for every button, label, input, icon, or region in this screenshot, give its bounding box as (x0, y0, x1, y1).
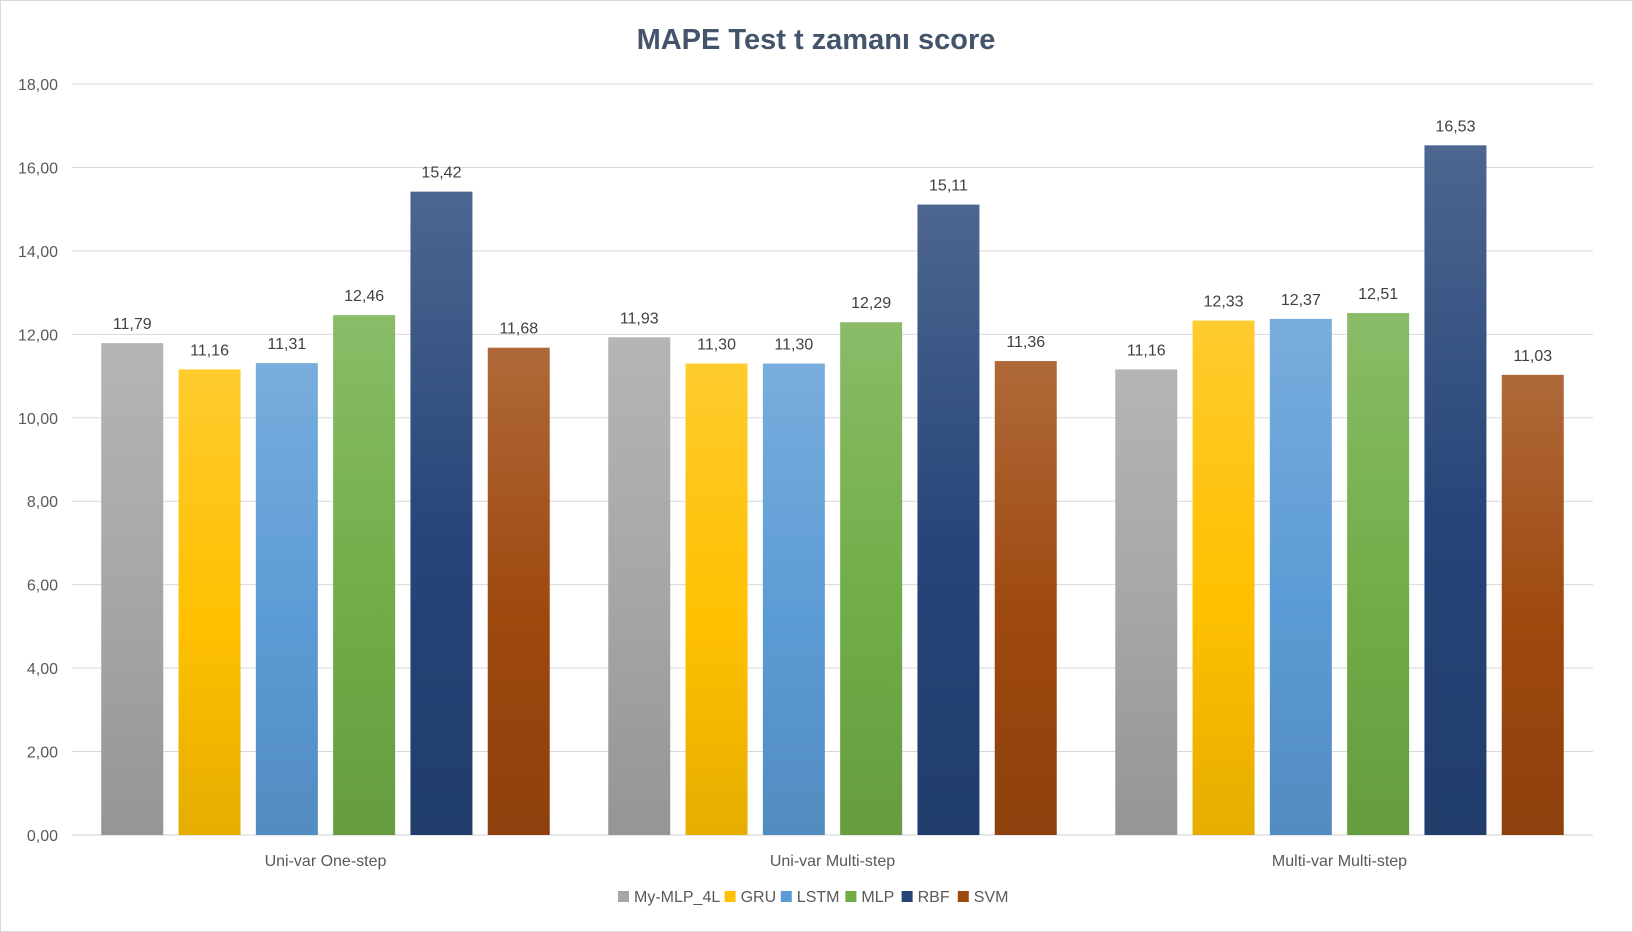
legend-label: My-MLP_4L (634, 889, 720, 906)
x-axis-categories: Uni-var One-step Uni-var Multi-step Multi-… (265, 853, 1408, 870)
bar-my-mlp-4l (608, 337, 671, 835)
data-label: 11,03 (1513, 348, 1552, 365)
data-label: 12,29 (851, 295, 891, 312)
y-tick-label: 6,00 (27, 578, 58, 595)
data-label: 12,33 (1204, 294, 1244, 311)
y-tick-label: 14,00 (18, 244, 58, 261)
bar-lstm (762, 363, 825, 835)
legend-swatch (724, 891, 736, 902)
x-category-label: Multi-var Multi-step (1272, 853, 1407, 870)
bar-svm (994, 361, 1057, 835)
bar-my-mlp-4l (1115, 369, 1178, 835)
data-label: 11,16 (190, 342, 229, 359)
y-tick-label: 18,00 (18, 77, 58, 94)
y-tick-label: 8,00 (27, 494, 58, 511)
y-tick-label: 4,00 (27, 661, 58, 678)
y-tick-label: 10,00 (18, 411, 58, 428)
bar-rbf (917, 204, 980, 836)
bar-mlp (333, 315, 396, 835)
bar-svm (1501, 374, 1564, 835)
data-label: 12,46 (344, 288, 384, 305)
data-label: 11,16 (1127, 342, 1166, 359)
bar-rbf (1424, 145, 1487, 835)
y-tick-label: 16,00 (18, 160, 58, 177)
legend-swatch (780, 891, 792, 902)
y-tick-label: 0,00 (27, 828, 58, 845)
bar-gru (685, 363, 748, 835)
data-label: 16,53 (1435, 118, 1475, 135)
data-label: 11,93 (620, 310, 659, 327)
data-label: 12,37 (1281, 292, 1321, 309)
y-axis-ticks: 0,00 2,00 4,00 6,00 8,00 10,00 12,00 14,00 16,00… (18, 77, 58, 845)
chart-title: MAPE Test t zamanı score (637, 24, 996, 56)
bars (101, 145, 1564, 836)
data-label: 11,36 (1006, 334, 1045, 351)
bar-lstm (1269, 318, 1332, 835)
legend-swatch (901, 891, 913, 902)
legend-label: LSTM (797, 889, 840, 906)
data-label: 15,11 (929, 178, 968, 195)
x-category-label: Uni-var Multi-step (770, 853, 895, 870)
legend-label: MLP (861, 889, 894, 906)
data-label: 15,42 (421, 165, 461, 182)
bar-mlp (1347, 313, 1410, 835)
legend-swatch (957, 891, 969, 902)
gridlines (72, 83, 1593, 836)
legend-label: GRU (741, 889, 777, 906)
legend-label: RBF (918, 889, 950, 906)
data-label: 11,30 (697, 337, 736, 354)
bar-gru (178, 369, 241, 835)
bar-my-mlp-4l (101, 343, 164, 835)
bar-mlp (840, 322, 903, 835)
data-label: 11,79 (113, 316, 152, 333)
data-label: 11,30 (774, 337, 813, 354)
x-category-label: Uni-var One-step (265, 853, 387, 870)
data-label: 12,51 (1358, 286, 1398, 303)
y-tick-label: 12,00 (18, 327, 58, 344)
legend: My-MLP_4L GRU LSTM MLP RBF SVM (618, 889, 1008, 906)
data-label: 11,68 (499, 321, 538, 338)
bar-svm (487, 347, 550, 835)
bar-rbf (410, 191, 473, 836)
data-labels: 11,79 11,16 11,31 12,46 15,42 11,68 11,93 11,30… (113, 118, 1552, 364)
bar-lstm (255, 363, 318, 835)
legend-swatch (845, 891, 857, 902)
legend-label: SVM (974, 889, 1009, 906)
y-tick-label: 2,00 (27, 745, 58, 762)
data-label: 11,31 (267, 336, 306, 353)
legend-swatch (618, 891, 629, 902)
bar-gru (1192, 320, 1255, 835)
